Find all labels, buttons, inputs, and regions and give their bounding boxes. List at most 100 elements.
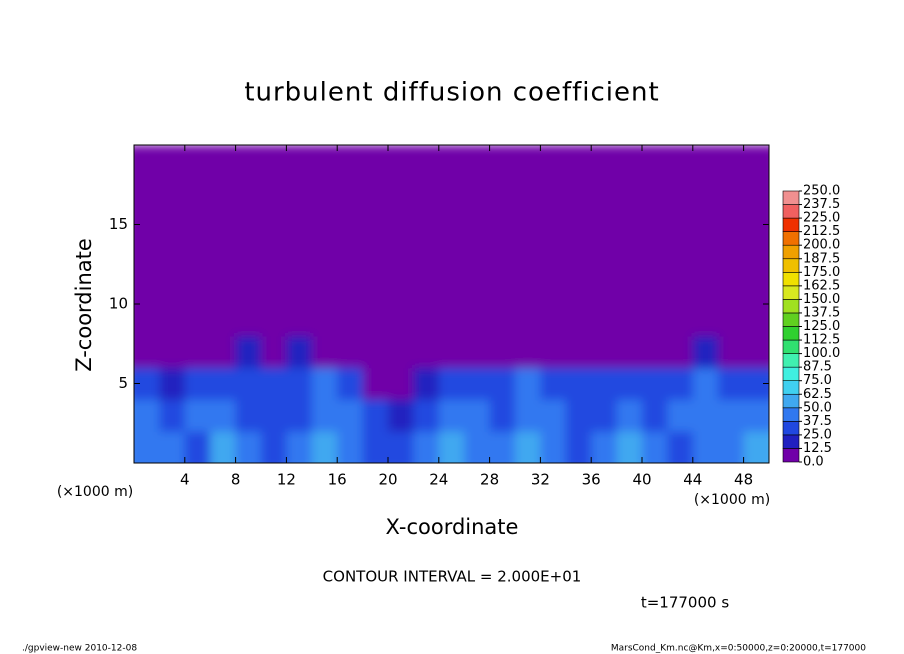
y-tick-label: 5 — [118, 374, 128, 392]
cell — [337, 145, 364, 178]
cell — [489, 304, 516, 337]
cell — [743, 399, 769, 432]
cell — [565, 240, 592, 273]
cell — [642, 272, 668, 305]
cell — [743, 335, 769, 369]
cell — [311, 335, 338, 369]
colorbar-swatch — [782, 217, 800, 232]
cell — [134, 431, 160, 463]
colorbar-swatch — [782, 448, 800, 463]
x-tick-label: 28 — [480, 471, 499, 489]
cell — [261, 208, 287, 241]
cell — [261, 367, 287, 400]
cell — [438, 431, 465, 463]
cell — [261, 145, 287, 178]
cell — [210, 304, 237, 337]
cell — [235, 272, 262, 305]
cell — [692, 431, 719, 463]
cell — [337, 208, 364, 241]
cell — [718, 145, 745, 178]
cell — [337, 240, 364, 273]
colorbar-label: 75.0 — [803, 373, 832, 388]
cell — [388, 240, 414, 273]
cell — [311, 145, 338, 178]
cell — [667, 304, 694, 337]
cell — [159, 240, 186, 273]
cell — [692, 208, 719, 241]
cell — [235, 399, 262, 432]
colorbar-swatch — [782, 299, 800, 314]
cell — [591, 335, 618, 369]
cell — [210, 240, 237, 273]
cell — [311, 272, 338, 305]
cell — [489, 367, 516, 400]
cell — [261, 431, 287, 463]
cell — [667, 431, 694, 463]
cell — [667, 145, 694, 178]
cell — [337, 335, 364, 369]
footer-right: MarsCond_Km.nc@Km,x=0:50000,z=0:20000,t=… — [611, 644, 866, 654]
colorbar-label: 12.5 — [803, 441, 832, 456]
cell — [718, 240, 745, 273]
colorbar-swatch — [782, 231, 800, 246]
cell — [489, 176, 516, 210]
cell — [286, 335, 313, 369]
cell — [184, 176, 211, 210]
cell — [413, 272, 440, 305]
cell — [489, 399, 516, 432]
cell — [540, 431, 567, 463]
cell — [388, 145, 414, 178]
axes: 4 8 12 16 20 24 28 32 36 40 44 48510150.012.525.037… — [109, 144, 840, 489]
time-label: t=177000 s — [641, 594, 729, 612]
cell — [134, 367, 160, 400]
cell — [311, 431, 338, 463]
cell — [362, 431, 389, 463]
cell — [464, 335, 491, 369]
cell — [362, 240, 389, 273]
cell — [591, 176, 618, 210]
cell — [413, 335, 440, 369]
colorbar-swatch — [782, 204, 800, 219]
cell — [489, 208, 516, 241]
cell — [438, 208, 465, 241]
cell — [718, 335, 745, 369]
cells — [134, 145, 769, 463]
cell — [438, 176, 465, 210]
colorbar-swatch — [782, 407, 800, 422]
cell — [515, 335, 541, 369]
cell — [540, 367, 567, 400]
cell — [718, 208, 745, 241]
cell — [642, 240, 668, 273]
cell — [337, 367, 364, 400]
cell — [591, 272, 618, 305]
cell — [616, 176, 643, 210]
cell — [616, 399, 643, 432]
cell — [540, 304, 567, 337]
cell — [413, 240, 440, 273]
cell — [184, 399, 211, 432]
cell — [692, 304, 719, 337]
cell — [337, 176, 364, 210]
cell — [616, 367, 643, 400]
cell — [159, 176, 186, 210]
cell — [388, 176, 414, 210]
x-tick-label: 32 — [531, 471, 550, 489]
cell — [489, 145, 516, 178]
x-tick-label: 40 — [632, 471, 651, 489]
cell — [134, 145, 160, 178]
colorbar-label: 200.0 — [803, 238, 840, 253]
x-tick-label: 24 — [429, 471, 448, 489]
cell — [540, 272, 567, 305]
cell — [184, 145, 211, 178]
cell — [489, 240, 516, 273]
cell — [413, 176, 440, 210]
cell — [210, 272, 237, 305]
x-tick-label: 12 — [277, 471, 296, 489]
x-tick-label: 48 — [734, 471, 753, 489]
cell — [413, 208, 440, 241]
cell — [184, 367, 211, 400]
cell — [362, 399, 389, 432]
cell — [311, 367, 338, 400]
cell — [388, 272, 414, 305]
colorbar-swatch — [782, 393, 800, 409]
